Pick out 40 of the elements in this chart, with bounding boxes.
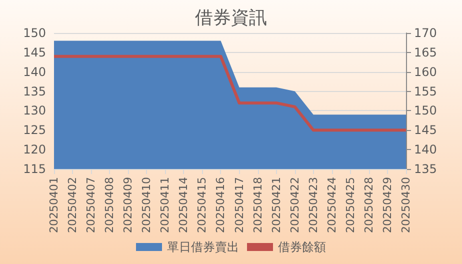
x-tick-label: 20250425	[344, 177, 357, 233]
legend-label: 單日借券賣出	[167, 240, 239, 254]
x-tick-label: 20250416	[214, 177, 228, 233]
y2-tick-label: 155	[414, 84, 437, 98]
y-tick-label: 140	[23, 64, 46, 79]
x-tick-label: 20250424	[325, 177, 338, 233]
x-tick-label: 20250410	[140, 177, 154, 233]
y-tick-label: 135	[23, 84, 46, 98]
y-tick-label: 115	[23, 162, 46, 176]
x-tick-label: 20250401	[48, 177, 60, 233]
x-tick-label: 20250428	[362, 177, 376, 233]
y-tick-label: 125	[23, 123, 46, 138]
x-tick-label: 20250414	[177, 177, 190, 233]
x-tick-label: 20250409	[122, 177, 135, 233]
x-tick-label: 20250429	[380, 177, 394, 233]
x-tick-label: 20250423	[306, 177, 320, 233]
x-tick-label: 20250422	[288, 177, 302, 233]
x-tick-label: 20250430	[400, 177, 412, 233]
y2-tick-label: 165	[414, 45, 437, 60]
y-tick-label: 150	[23, 26, 46, 40]
y2-tick-label: 160	[414, 64, 437, 79]
chart-title: 借券資訊	[195, 8, 267, 28]
y2-tick-label: 145	[414, 123, 437, 138]
x-tick-label: 20250415	[196, 177, 209, 233]
y2-tick-label: 135	[414, 162, 437, 176]
y-tick-label: 120	[23, 142, 46, 157]
x-tick-label: 20250417	[232, 177, 246, 233]
y2-tick-label: 150	[414, 104, 437, 118]
x-tick-label: 20250408	[103, 177, 116, 233]
line-series	[52, 54, 408, 132]
y2-tick-label: 170	[414, 26, 437, 40]
x-tick-label: 20250402	[66, 177, 80, 233]
x-tick-label: 20250407	[84, 177, 98, 233]
y2-tick-label: 140	[414, 142, 437, 157]
x-tick-label: 20250418	[251, 177, 264, 233]
y-tick-label: 145	[23, 45, 46, 60]
y-tick-label: 130	[23, 104, 46, 118]
legend-label: 借券餘額	[278, 240, 326, 254]
x-tick-label: 20250411	[158, 177, 172, 233]
x-tick-label: 20250421	[270, 177, 283, 233]
